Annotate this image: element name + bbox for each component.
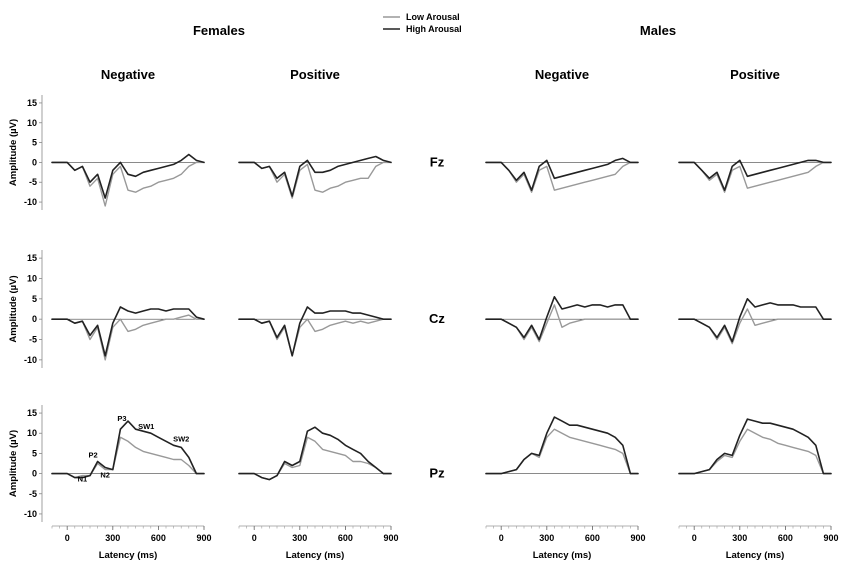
series-line-low-arousal-females-negative-pz bbox=[51, 436, 205, 479]
y-tick-label: 10 bbox=[27, 273, 37, 283]
group-title-males: Males bbox=[640, 23, 676, 38]
series-line-low-arousal-females-positive-cz bbox=[238, 318, 392, 357]
x-axis-label: Latency (ms) bbox=[99, 550, 158, 561]
series-line-high-arousal-females-positive-cz bbox=[238, 306, 392, 357]
series-line-high-arousal-males-negative-pz bbox=[485, 416, 639, 475]
series-line-high-arousal-females-positive-fz bbox=[238, 155, 392, 197]
y-tick-label: 15 bbox=[27, 408, 37, 418]
y-tick-label: -10 bbox=[24, 509, 37, 519]
y-tick-label: 5 bbox=[32, 448, 37, 458]
series-line-low-arousal-males-positive-fz bbox=[678, 161, 832, 193]
component-label-n1: N1 bbox=[78, 475, 88, 484]
component-label-p3: P3 bbox=[117, 414, 126, 423]
y-tick-label: -5 bbox=[29, 489, 37, 499]
legend-label-0: Low Arousal bbox=[406, 12, 460, 22]
column-title-positive: Positive bbox=[730, 67, 780, 82]
series-line-low-arousal-males-positive-pz bbox=[678, 428, 832, 475]
series-line-high-arousal-males-negative-fz bbox=[485, 157, 639, 191]
y-axis-label: Amplitude (µV) bbox=[8, 430, 19, 497]
x-tick-label: 300 bbox=[732, 533, 747, 543]
y-tick-label: 0 bbox=[32, 157, 37, 167]
series-line-low-arousal-females-negative-fz bbox=[51, 161, 205, 207]
component-label-p2: P2 bbox=[88, 450, 97, 459]
series-line-high-arousal-males-positive-fz bbox=[678, 159, 832, 191]
y-tick-label: -5 bbox=[29, 177, 37, 187]
x-tick-label: 900 bbox=[823, 533, 838, 543]
series-line-high-arousal-females-negative-pz bbox=[51, 420, 205, 479]
component-label-n2: N2 bbox=[100, 471, 110, 480]
y-tick-label: 5 bbox=[32, 138, 37, 148]
series-line-high-arousal-females-positive-pz bbox=[238, 426, 392, 481]
series-line-low-arousal-males-negative-pz bbox=[485, 428, 639, 475]
y-tick-label: 10 bbox=[27, 118, 37, 128]
y-axis-label: Amplitude (µV) bbox=[8, 119, 19, 186]
y-tick-label: -10 bbox=[24, 197, 37, 207]
x-tick-label: 900 bbox=[196, 533, 211, 543]
x-tick-label: 900 bbox=[383, 533, 398, 543]
legend-label-1: High Arousal bbox=[406, 24, 462, 34]
component-label-sw2: SW2 bbox=[173, 434, 189, 443]
y-axis-label: Amplitude (µV) bbox=[8, 275, 19, 342]
x-tick-label: 600 bbox=[778, 533, 793, 543]
component-label-sw1: SW1 bbox=[138, 422, 154, 431]
series-line-high-arousal-females-negative-fz bbox=[51, 153, 205, 199]
series-line-high-arousal-males-positive-cz bbox=[678, 297, 832, 343]
x-tick-label: 300 bbox=[105, 533, 120, 543]
column-title-negative: Negative bbox=[535, 67, 589, 82]
site-label-pz: Pz bbox=[429, 466, 445, 481]
y-tick-label: 15 bbox=[27, 98, 37, 108]
y-tick-label: 5 bbox=[32, 294, 37, 304]
column-title-negative: Negative bbox=[101, 67, 155, 82]
x-tick-label: 0 bbox=[65, 533, 70, 543]
x-tick-label: 600 bbox=[151, 533, 166, 543]
y-tick-label: 0 bbox=[32, 314, 37, 324]
y-tick-label: 15 bbox=[27, 253, 37, 263]
x-axis-label: Latency (ms) bbox=[533, 550, 592, 561]
y-tick-label: -10 bbox=[24, 355, 37, 365]
x-tick-label: 0 bbox=[252, 533, 257, 543]
y-tick-label: 10 bbox=[27, 428, 37, 438]
x-axis-label: Latency (ms) bbox=[726, 550, 785, 561]
y-tick-label: 0 bbox=[32, 469, 37, 479]
series-line-low-arousal-females-negative-cz bbox=[51, 314, 205, 361]
group-title-females: Females bbox=[193, 23, 245, 38]
x-tick-label: 300 bbox=[539, 533, 554, 543]
series-line-high-arousal-males-negative-cz bbox=[485, 295, 639, 341]
series-line-high-arousal-females-negative-cz bbox=[51, 306, 205, 357]
x-tick-label: 0 bbox=[499, 533, 504, 543]
x-tick-label: 0 bbox=[692, 533, 697, 543]
x-axis-label: Latency (ms) bbox=[286, 550, 345, 561]
series-line-low-arousal-males-positive-cz bbox=[678, 308, 832, 345]
x-tick-label: 300 bbox=[292, 533, 307, 543]
x-tick-label: 900 bbox=[630, 533, 645, 543]
column-title-positive: Positive bbox=[290, 67, 340, 82]
site-label-fz: Fz bbox=[430, 154, 445, 169]
series-line-low-arousal-males-negative-fz bbox=[485, 161, 639, 193]
x-tick-label: 600 bbox=[338, 533, 353, 543]
site-label-cz: Cz bbox=[429, 311, 445, 326]
series-line-high-arousal-males-positive-pz bbox=[678, 418, 832, 475]
y-tick-label: -5 bbox=[29, 335, 37, 345]
x-tick-label: 600 bbox=[585, 533, 600, 543]
